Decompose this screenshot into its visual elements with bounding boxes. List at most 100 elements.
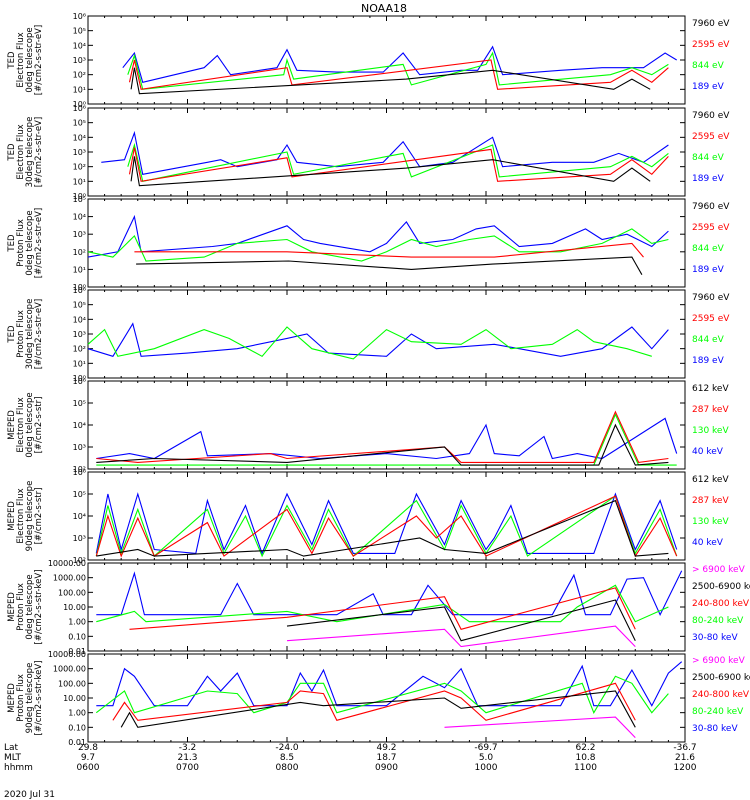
footer-value: 0700: [176, 763, 199, 773]
legend-entry: 130 keV: [692, 426, 729, 436]
series-line-3: [134, 242, 644, 258]
series-line-4: [286, 599, 636, 642]
y-axis-label-line: MEPED: [7, 410, 17, 440]
footer-value: 62.2: [575, 743, 595, 753]
y-axis-label-line: 0deg telescope: [25, 574, 35, 639]
y-tick-label: 1000.00: [53, 665, 86, 674]
legend-entry: 2595 eV: [692, 132, 730, 142]
legend-entry: 40 keV: [692, 447, 724, 457]
y-axis-label: MEPED Proton Flux 0deg telescope [#/cm2-s-s…: [7, 570, 44, 645]
y-tick-label: 10⁶: [73, 12, 86, 21]
y-tick-label: 10⁰: [73, 283, 86, 292]
y-tick-label: 1.00: [68, 618, 86, 627]
series-line-2: [127, 51, 669, 90]
legend-entry: 130 keV: [692, 517, 729, 527]
series-line-1: [122, 45, 677, 83]
y-tick-label: 0.01: [68, 647, 86, 656]
y-axis-label-line: Proton Flux: [16, 583, 26, 631]
footer-value: 1200: [674, 763, 697, 773]
series-line-4: [130, 67, 651, 95]
legend-entry: 240-800 keV: [692, 690, 750, 700]
y-axis-label-line: 0deg telescope: [25, 210, 35, 275]
y-axis-label-line: Proton Flux: [16, 219, 26, 267]
y-axis-label-line: Proton Flux: [16, 310, 26, 358]
y-tick-label: 10²: [73, 71, 86, 80]
chart-title: NOAA18: [361, 2, 407, 15]
y-axis-label-line: Electron Flux: [16, 397, 26, 452]
y-axis-label-line: 0deg telescope: [25, 392, 35, 457]
y-tick-label: 10⁴: [73, 315, 86, 324]
footer-value: 29.8: [78, 743, 98, 753]
legend-entry: 189 eV: [692, 356, 725, 366]
footer-row-label: Lat: [4, 743, 19, 753]
legend-entry: 2595 eV: [692, 40, 730, 50]
footer-row-label: MLT: [4, 753, 22, 763]
y-tick-label: 10⁴: [73, 133, 86, 142]
y-axis-label-line: 0deg telescope: [25, 27, 35, 92]
legend-entry: 40 keV: [692, 538, 724, 548]
series-line-4: [130, 156, 651, 187]
y-tick-label: 10.00: [63, 694, 86, 703]
panel-2: 10⁰ 10¹ 10² 10³ 10⁴ 10⁵ 10⁶ TED Electron Flux 30d…: [7, 104, 730, 201]
y-tick-label: 10³: [73, 230, 86, 239]
y-tick-label: 0.10: [68, 723, 86, 732]
y-tick-label: 10¹: [73, 359, 86, 368]
legend-entry: 240-800 keV: [692, 599, 750, 609]
y-axis-label-line: Electron Flux: [16, 488, 26, 543]
series-line-3: [96, 410, 669, 463]
y-tick-label: 10²: [73, 556, 86, 565]
y-tick-label: 10¹: [73, 265, 86, 274]
date-label: 2020 Jul 31: [4, 790, 55, 800]
y-tick-label: 10⁰: [73, 100, 86, 109]
y-axis-label-line: [#/cm2-s-str-eV]: [34, 25, 44, 95]
legend-entry: 80-240 keV: [692, 707, 744, 717]
panel-8: 0.01 0.10 1.00 10.00 100.00 1000.00 10000.00 ME…: [7, 650, 750, 747]
series-line-4: [136, 256, 643, 275]
y-tick-label: 1000.00: [53, 574, 86, 583]
y-tick-label: 10¹: [73, 85, 86, 94]
y-axis-label: MEPED Electron Flux 0deg telescope [#/cm2-s…: [7, 392, 44, 457]
y-axis-label-line: [#/cm2-s-str]: [34, 397, 44, 454]
y-tick-label: 10⁴: [73, 213, 86, 222]
y-axis-label-line: Electron Flux: [16, 124, 26, 179]
y-axis-label-line: [#/cm2-s-str-eV]: [34, 208, 44, 278]
legend-entry: 844 eV: [692, 153, 725, 163]
series-line-4: [120, 690, 636, 728]
legend-entry: > 6900 keV: [692, 565, 746, 575]
series-line-3: [95, 495, 678, 558]
y-axis-label: MEPED Proton Flux 90deg telescope [#/cm2-s-…: [7, 661, 44, 736]
footer-value: 21.3: [177, 753, 197, 763]
y-tick-label: 10⁵: [73, 490, 86, 499]
series-line-1: [96, 570, 683, 616]
y-axis-label-line: MEPED: [7, 501, 17, 531]
y-axis-label-line: 90deg telescope: [25, 663, 35, 734]
series-line-1: [101, 130, 669, 175]
y-axis-label-line: [#/cm2-s-str-eV]: [34, 117, 44, 187]
series-line-5: [444, 716, 636, 738]
y-tick-label: 10⁴: [73, 512, 86, 521]
panel-frame: [87, 289, 686, 379]
panel-4: 10⁰ 10¹ 10² 10³ 10⁴ 10⁵ 10⁶ TED Proton Flux 30deg…: [7, 286, 730, 383]
y-tick-label: 10⁶: [73, 286, 86, 295]
y-tick-label: 10⁵: [73, 301, 86, 310]
y-tick-label: 10⁵: [73, 399, 86, 408]
panel-frame: [87, 380, 686, 470]
series-line-2: [87, 326, 652, 360]
series-line-1: [96, 417, 678, 460]
y-tick-label: 10.00: [63, 603, 86, 612]
y-axis-label-line: 30deg telescope: [25, 117, 35, 188]
panel-7: 0.01 0.10 1.00 10.00 100.00 1000.00 10000.00 ME…: [7, 559, 750, 656]
y-axis-label: TED Electron Flux 0deg telescope [#/cm2-s-s…: [7, 25, 44, 95]
y-axis-label-line: TED: [7, 143, 17, 162]
y-axis-label-line: 90deg telescope: [25, 481, 35, 552]
legend-entry: 7960 eV: [692, 293, 730, 303]
series-line-2: [96, 413, 677, 466]
y-axis-label: MEPED Electron Flux 90deg telescope [#/cm2-…: [7, 481, 44, 552]
legend-entry: 2500-6900 keV: [692, 582, 750, 592]
series-line-2: [96, 584, 669, 623]
y-tick-label: 10⁶: [73, 104, 86, 113]
y-axis-label-line: TED: [7, 325, 17, 344]
y-tick-label: 10³: [73, 443, 86, 452]
